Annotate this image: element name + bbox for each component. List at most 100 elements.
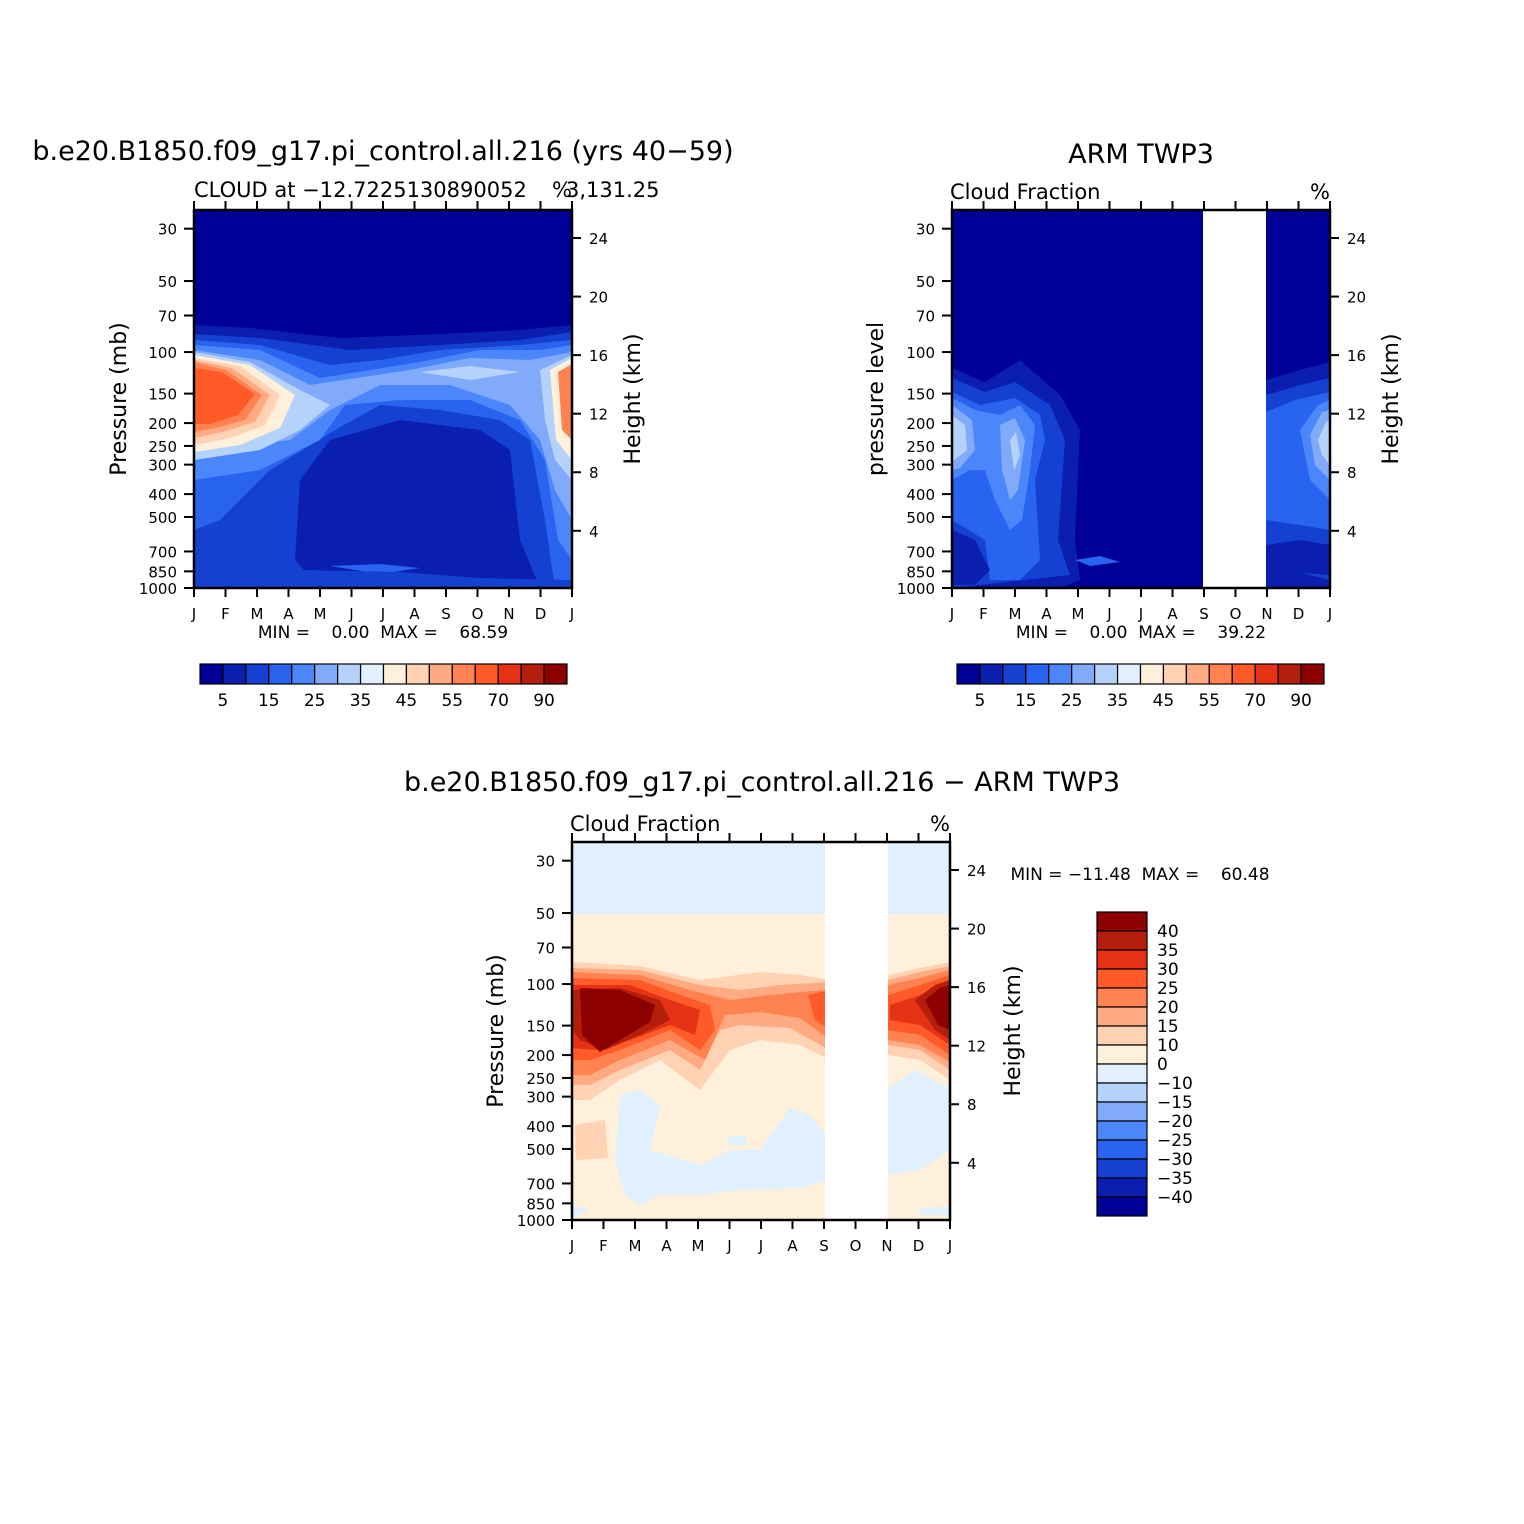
x-tick-label: J [569, 1237, 574, 1255]
contour-band [330, 564, 420, 574]
y-tick-label: 850 [906, 563, 935, 581]
colorbar-swatch [1096, 1196, 1148, 1217]
y2-tick-label: 20 [1347, 289, 1366, 307]
panel-right-label: % [1310, 180, 1330, 204]
colorbar-swatch [474, 663, 499, 685]
colorbar-label: 25 [304, 691, 326, 711]
x-tick-label: A [283, 605, 294, 623]
y2-tick-label: 12 [967, 1038, 986, 1056]
contour-field [572, 842, 950, 1220]
colorbar-swatch [428, 663, 453, 685]
x-tick-label: D [1293, 605, 1305, 623]
colorbar-label: 5 [218, 691, 229, 711]
y2-tick-label: 4 [589, 523, 599, 541]
y2-tick-label: 4 [967, 1155, 977, 1173]
colorbar-label: 0 [1157, 1055, 1168, 1075]
colorbar-label: 25 [1157, 979, 1179, 999]
stats-text: MIN = 0.00 MAX = 39.22 [1016, 623, 1266, 643]
colorbar-swatch [1096, 1082, 1148, 1103]
x-tick-label: J [949, 605, 954, 623]
x-tick-label: A [1041, 605, 1052, 623]
colorbar-swatch [199, 663, 224, 685]
panel-right-label: % [552, 178, 572, 202]
colorbar-swatch [1096, 911, 1148, 932]
y2-axis-label: Height (km) [1001, 965, 1026, 1096]
y2-tick-label: 24 [589, 230, 608, 248]
contour-band [615, 1090, 830, 1205]
contour-band [580, 988, 655, 1052]
contour-band [1000, 418, 1025, 500]
contour-band [420, 366, 520, 380]
y-tick-label: 50 [916, 273, 935, 291]
colorbar-swatch [1096, 1063, 1148, 1084]
colorbar-swatch [543, 663, 568, 685]
x-tick-label: J [191, 605, 196, 623]
y2-tick-label: 4 [1347, 523, 1357, 541]
colorbar-swatch [1277, 663, 1302, 685]
colorbar-swatch [520, 663, 545, 685]
colorbar-label: 45 [1153, 691, 1175, 711]
y-axis-label: pressure level [864, 322, 889, 476]
panel-title: b.e20.B1850.f09_g17.pi_control.all.216 −… [404, 767, 1120, 798]
x-tick-label: J [1106, 605, 1111, 623]
colorbar-swatch [1002, 663, 1027, 685]
colorbar-swatch [1096, 1120, 1148, 1141]
colorbar-swatch [497, 663, 522, 685]
colorbar-label: 15 [1015, 691, 1037, 711]
x-tick-label: M [314, 605, 327, 623]
colorbar-swatch [1096, 1139, 1148, 1160]
y2-tick-label: 24 [967, 862, 986, 880]
y-tick-label: 150 [526, 1018, 555, 1036]
x-tick-label: O [850, 1237, 862, 1255]
y-tick-label: 850 [526, 1195, 555, 1213]
contour-band [575, 1120, 608, 1160]
colorbar-swatch [1048, 663, 1073, 685]
colorbar-swatch [1096, 987, 1148, 1008]
stats-text: MIN = −11.48 MAX = 60.48 [1010, 865, 1269, 885]
colorbar-swatch [245, 663, 270, 685]
x-tick-label: A [787, 1237, 798, 1255]
colorbar-label: 25 [1061, 691, 1083, 711]
y2-tick-label: 20 [589, 289, 608, 307]
colorbar-swatch [1096, 1006, 1148, 1027]
colorbar-label: 20 [1157, 998, 1179, 1018]
y-axis-label: Pressure (mb) [107, 322, 132, 476]
contour-band [728, 1135, 746, 1145]
panel-left-label: Cloud Fraction [570, 812, 721, 836]
axis-right: 24 20 16 12 8 4 [572, 230, 608, 541]
contour-band [1266, 540, 1330, 575]
y-tick-label: 1000 [897, 580, 935, 598]
y2-axis-label: Height (km) [1379, 333, 1404, 464]
x-tick-label: S [1199, 605, 1209, 623]
y2-tick-label: 12 [1347, 406, 1366, 424]
y-tick-label: 150 [906, 386, 935, 404]
y-tick-label: 70 [916, 308, 935, 326]
x-tick-label: N [881, 1237, 892, 1255]
x-tick-label: F [221, 605, 230, 623]
y-tick-label: 700 [906, 543, 935, 561]
colorbar-label: 10 [1157, 1036, 1179, 1056]
colorbar-label: 45 [396, 691, 418, 711]
y-tick-label: 300 [148, 457, 177, 475]
x-tick-label: D [535, 605, 547, 623]
contour-band [558, 364, 572, 440]
contour-band [194, 570, 572, 588]
panel-right-label: % [930, 812, 950, 836]
colorbar-swatch [1094, 663, 1119, 685]
colorbar-label: −10 [1157, 1074, 1193, 1094]
panel-left-label: Cloud Fraction [950, 180, 1101, 204]
y-tick-label: 700 [148, 543, 177, 561]
y-tick-label: 100 [526, 976, 555, 994]
y2-axis-label: Height (km) [621, 333, 646, 464]
contour-band [572, 1205, 590, 1218]
colorbar-label: −35 [1157, 1169, 1193, 1189]
x-tick-label: D [913, 1237, 925, 1255]
missing-data [825, 842, 888, 1220]
y-tick-label: 250 [906, 438, 935, 456]
y-tick-label: 850 [148, 563, 177, 581]
